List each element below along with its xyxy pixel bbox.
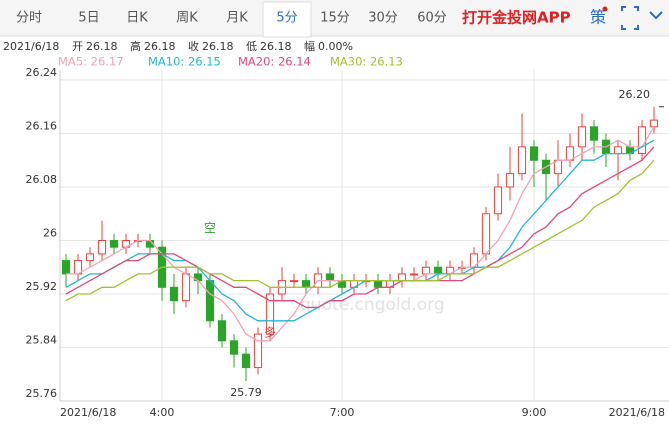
y-tick-label: 25.84 [26,334,58,347]
tab[interactable]: 30分 [368,11,398,26]
y-tick-label: 26 [43,227,57,240]
fullscreen-button[interactable] [621,6,639,30]
brand-link[interactable]: 打开金投网APP [462,9,571,27]
candle-body [325,273,335,282]
tab[interactable]: 周K [176,11,198,26]
ma-line [65,139,655,322]
tab[interactable]: 5日 [78,11,99,26]
y-tick-label: 26.24 [26,66,58,79]
info-value: 26.18 [260,40,292,53]
strategy-button[interactable]: 策 [590,8,606,27]
info-label: 低 [246,40,257,53]
info-value: 26.18 [144,40,176,53]
legend-entry: MA10: 26.15 [148,55,221,69]
tab[interactable]: 60分 [417,11,447,26]
candle-body [289,280,299,283]
candle-body [409,273,419,276]
candle-body [517,146,527,175]
candle-body [217,320,227,342]
y-tick-label: 26.16 [26,120,58,133]
y-tick-label: 25.76 [26,387,58,400]
candle-body [577,126,587,148]
info-label: 幅 [304,40,315,53]
candle-body [373,280,383,288]
signal-marker: 空 [204,221,216,235]
candle-body [205,280,215,322]
info-value: 26.18 [86,40,118,53]
candle-body [505,173,515,188]
candle-body [85,253,95,262]
candle-body [637,126,647,155]
y-tick-label: 25.92 [26,280,58,293]
info-value: 0.00% [318,40,353,53]
candle-body [613,146,623,155]
tab[interactable]: 分时 [16,11,42,26]
legend-entry: MA5: 26.17 [58,55,124,69]
badge [602,6,608,12]
legend-entry: MA30: 26.13 [330,55,403,69]
info-date: 2021/6/18 [3,40,59,53]
candle-body [433,266,443,275]
candle-body [421,266,431,275]
info-label: 开 [72,40,83,53]
x-tick-label: 2021/6/18 [609,406,665,419]
tab[interactable]: 月K [226,11,248,26]
candle-body [181,273,191,302]
x-tick-label: 7:00 [330,406,355,419]
signal-marker: 多 [264,325,276,339]
info-label: 高 [130,39,141,53]
tab[interactable]: 5分 [276,11,297,26]
candle-body [529,146,539,161]
x-tick-label: 4:00 [150,406,175,419]
y-tick-label: 26.08 [26,173,58,186]
tab[interactable]: 日K [126,11,148,26]
ma-line [65,146,655,309]
candle-body [253,333,263,369]
dropdown-button[interactable] [649,11,663,20]
legend-entry: MA20: 26.14 [238,55,311,69]
tab[interactable]: 15分 [320,11,350,26]
info-label: 收 [188,39,199,53]
candle-body [229,340,239,355]
watermark: quote.cngold.org [300,295,445,315]
info-value: 26.18 [202,40,234,53]
candle-body [109,240,119,248]
ma-line [65,159,655,302]
candle-body [649,119,659,128]
candle-body [265,293,275,335]
candle-body [241,353,251,369]
candle-body [97,240,107,255]
low-label: 25.79 [230,386,262,399]
high-label: 26.20 [619,88,651,101]
candle-body [493,186,503,215]
candle-body [301,280,311,288]
candle-body [397,273,407,282]
candle-body [169,286,179,302]
x-tick-label: 2021/6/18 [60,406,116,419]
candle-body [481,213,491,255]
x-tick-label: 9:00 [522,406,547,419]
candle-body [589,126,599,141]
tab-active-bg [262,1,312,38]
tab-bar [0,0,669,36]
candle-body [61,260,71,275]
